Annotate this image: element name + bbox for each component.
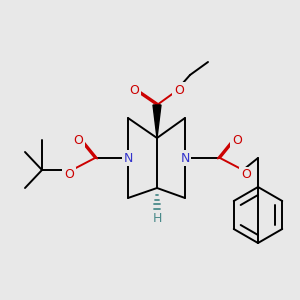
Text: O: O [241,169,251,182]
Text: O: O [232,134,242,148]
Text: N: N [123,152,133,164]
Text: N: N [180,152,190,164]
Text: O: O [174,83,184,97]
Text: O: O [73,134,83,148]
Text: O: O [64,169,74,182]
Text: H: H [152,212,162,224]
Text: O: O [129,83,139,97]
Polygon shape [153,105,161,138]
